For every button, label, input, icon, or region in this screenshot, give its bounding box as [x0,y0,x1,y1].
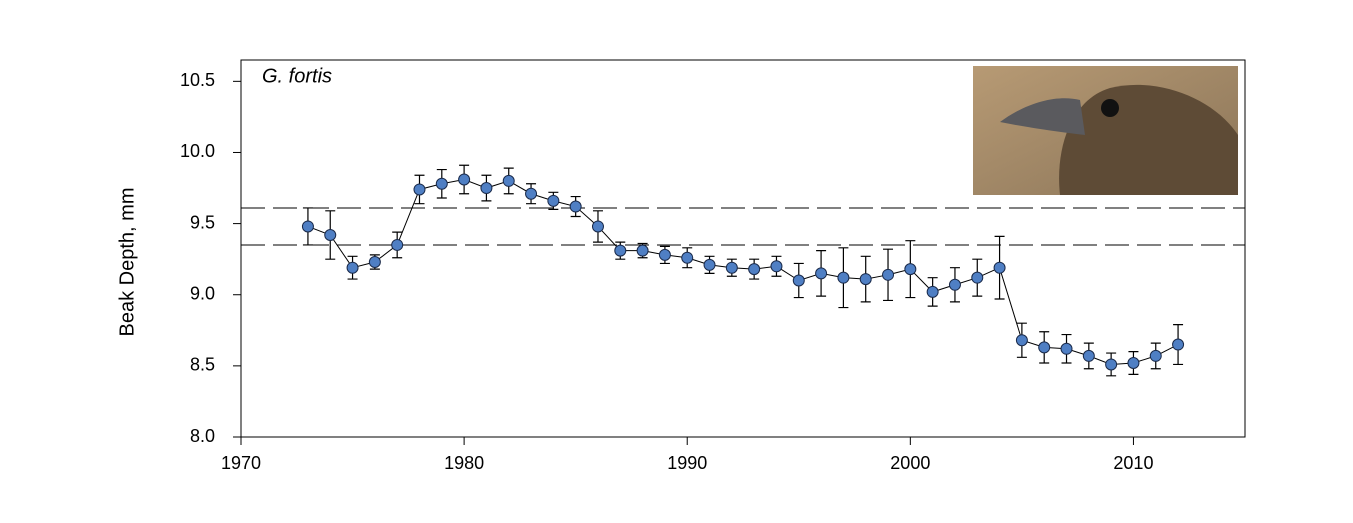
y-tick-label: 9.0 [190,283,215,303]
data-point [770,260,783,273]
y-tick-label: 10.5 [180,70,215,90]
data-point [658,248,671,261]
y-tick-label: 9.5 [190,212,215,232]
data-point [1149,349,1162,362]
data-point [1172,338,1185,351]
data-point [413,183,426,196]
data-point [926,285,939,298]
data-point [1015,334,1028,347]
data-point [1105,358,1118,371]
data-point [725,261,738,274]
x-tick-label: 2010 [1113,453,1153,473]
data-point [368,256,381,269]
data-point [748,263,761,276]
data-point [324,228,337,241]
data-point [636,244,649,257]
data-point [703,258,716,271]
data-point [681,251,694,264]
data-line [307,178,1179,365]
data-point [859,273,872,286]
annotation: G. fortis [262,65,332,87]
data-point [948,278,961,291]
data-point [792,274,805,287]
bird-photo [973,66,1238,195]
data-point [1127,357,1140,370]
data-point [1082,349,1095,362]
data-point [614,244,627,257]
data-point [502,174,515,187]
data-point [301,220,314,233]
data-point [458,173,471,186]
y-axis-label: Beak Depth, mm [116,188,138,337]
data-point [1060,342,1073,355]
data-point [993,261,1006,274]
data-point [391,238,404,251]
y-tick-label: 8.5 [190,355,215,375]
x-tick-label: 1980 [444,453,484,473]
data-point [904,263,917,276]
data-point [591,220,604,233]
y-tick-label: 8.0 [190,426,215,446]
data-point [569,200,582,213]
data-point [971,271,984,284]
data-point [525,187,538,200]
data-point [480,182,493,195]
data-point [1038,341,1051,354]
plot-frame [240,59,1246,438]
data-point [435,177,448,190]
data-point [815,267,828,280]
data-point [837,271,850,284]
x-tick-label: 1990 [667,453,707,473]
data-point [547,194,560,207]
data-point [882,268,895,281]
data-point [346,261,359,274]
x-tick-label: 2000 [890,453,930,473]
y-tick-label: 10.0 [180,141,215,161]
x-tick-label: 1970 [221,453,261,473]
